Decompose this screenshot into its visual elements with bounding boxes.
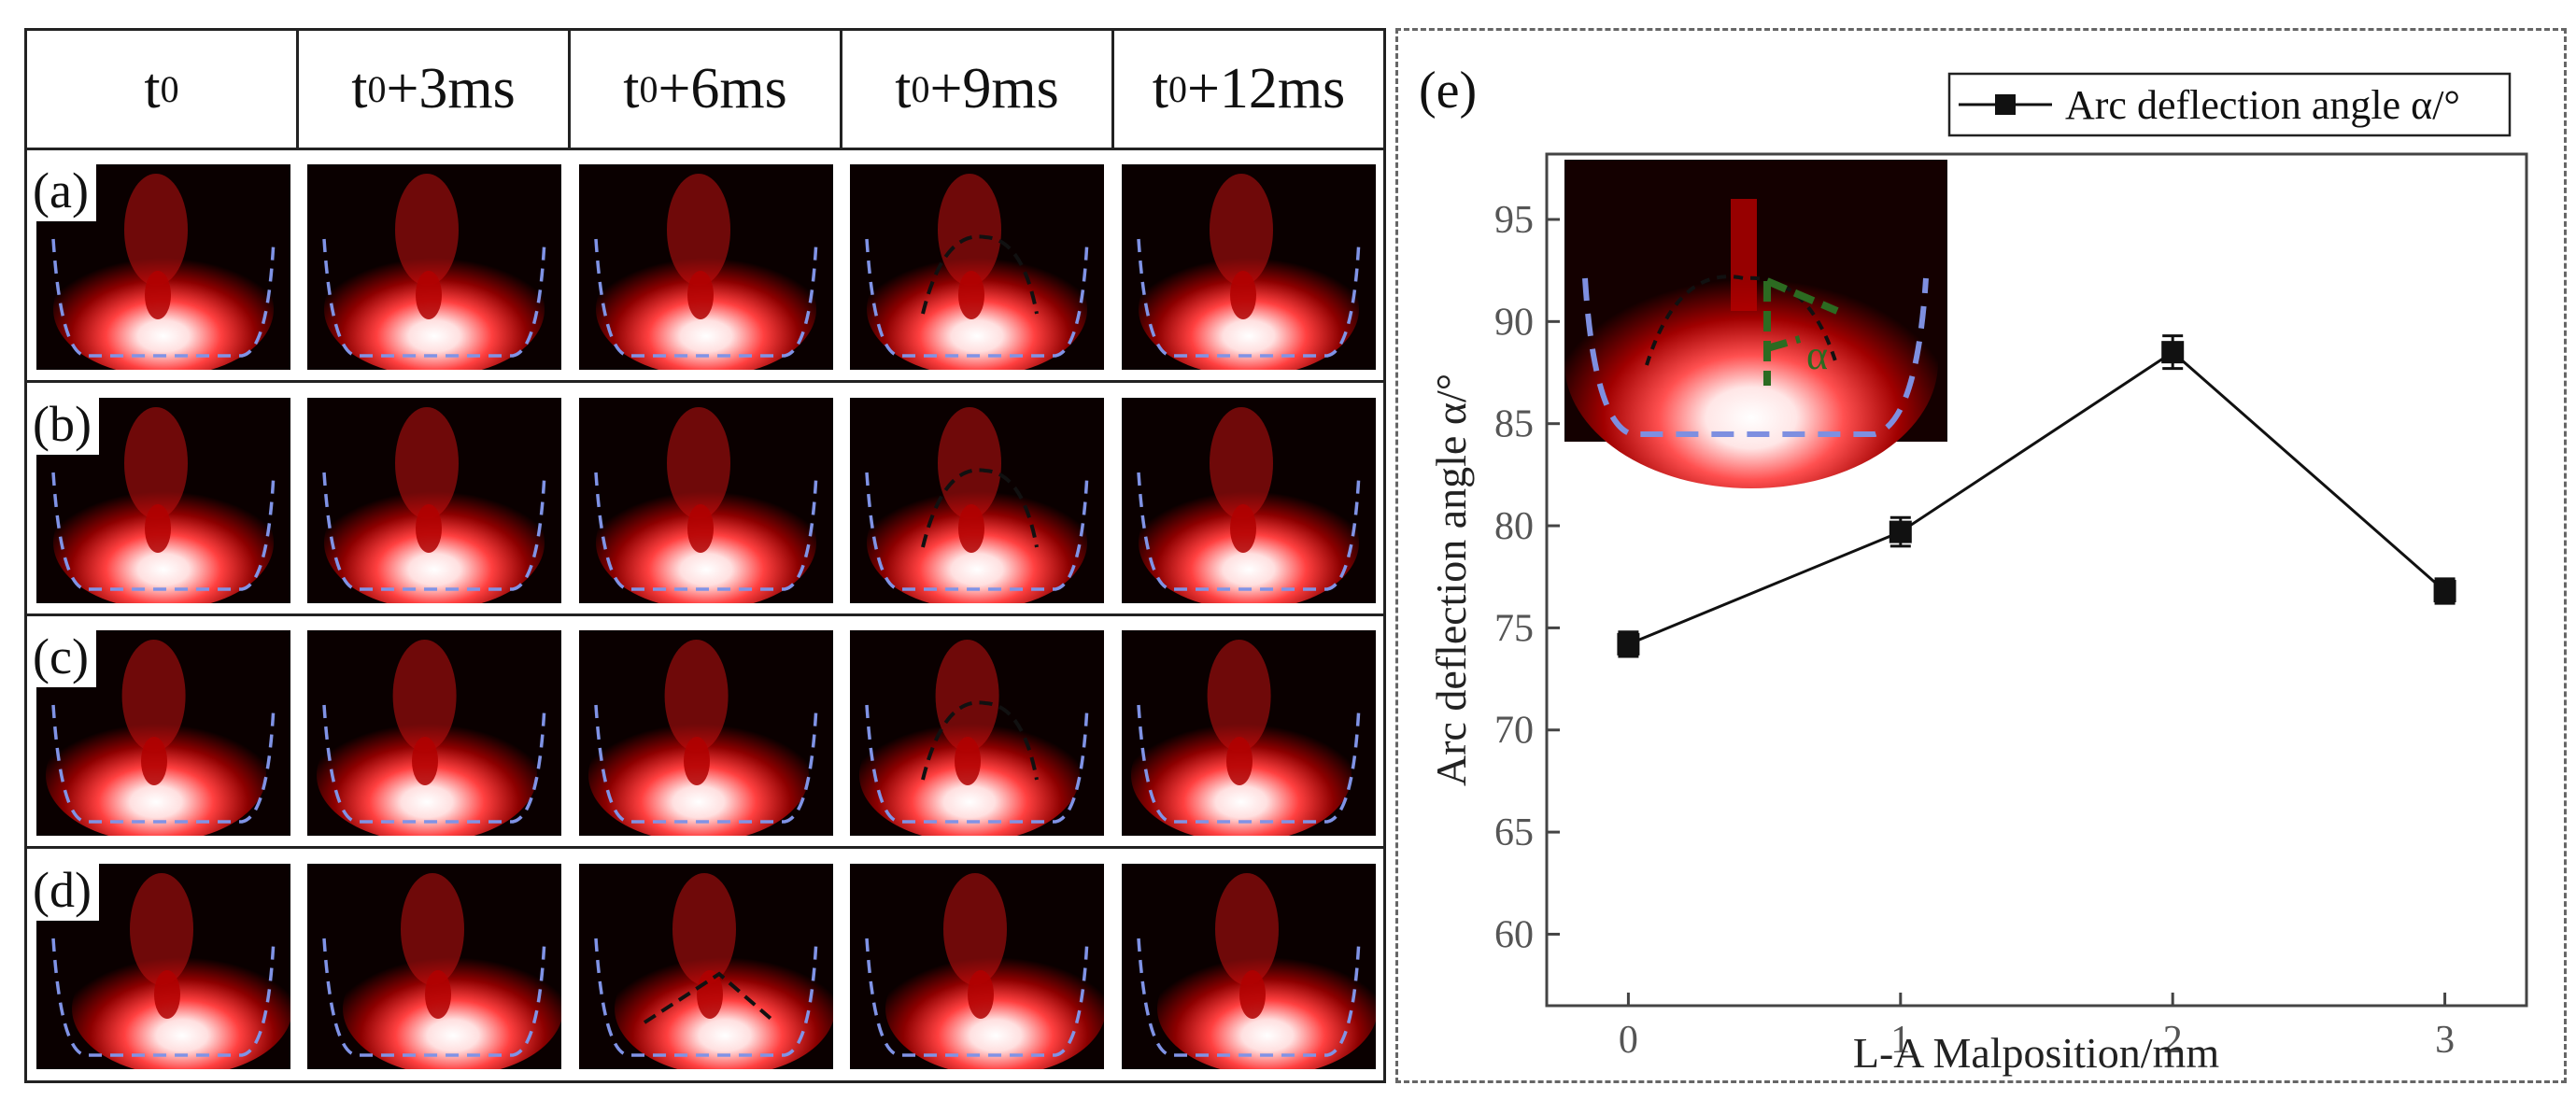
time-offset: +6ms [658, 57, 787, 120]
legend: Arc deflection angle α/° [1947, 72, 2512, 137]
y-tick-label: 70 [1494, 710, 1534, 753]
inset-angle-symbol: α [1806, 332, 1828, 378]
time-header-cell: t 0 +12ms [1114, 31, 1383, 148]
arc-frame-image [307, 397, 562, 603]
inset-arc-outline [1645, 275, 1839, 368]
time-header-cell: t 0 +6ms [571, 31, 842, 148]
y-tick-label: 85 [1494, 403, 1534, 446]
data-point [2433, 580, 2456, 603]
time-subscript: 0 [639, 68, 658, 110]
panel-label: (e) [1419, 62, 1478, 120]
frame-row: (a) [27, 150, 1383, 383]
row-label: (d) [31, 860, 99, 921]
arc-frame-image [1121, 630, 1376, 836]
row-label: (b) [31, 394, 99, 455]
time-base: t [144, 57, 161, 120]
inset-angle-lines [1763, 277, 1839, 386]
arc-frame-image [1121, 863, 1376, 1069]
chart-panel: (e) α 60 65 70 75 80 85 90 95 0 1 2 3 [1395, 28, 2567, 1083]
arc-frame-image [307, 863, 562, 1069]
x-axis-title: L-A Malposition/mm [1853, 1029, 2220, 1077]
time-header-cell: t 0 +3ms [299, 31, 571, 148]
arc-frame-image [1121, 397, 1376, 603]
time-base: t [1152, 57, 1168, 120]
inset-wire [1731, 199, 1757, 311]
arc-frame-image [578, 630, 833, 836]
time-subscript: 0 [367, 68, 387, 110]
plot-area-frame [1545, 152, 2528, 1008]
time-base: t [895, 57, 912, 120]
data-point [1889, 520, 1912, 543]
row-label: (a) [31, 162, 96, 222]
arc-frame-image [578, 397, 833, 603]
inset-groove-line [1582, 277, 1929, 437]
arc-frame-image [578, 863, 833, 1069]
image-grid: t 0 t 0 +3ms t 0 +6ms t 0 +9ms t 0 +12ms (a) (b) (c) (d) [24, 28, 1386, 1083]
data-point [1617, 632, 1640, 656]
y-axis-title: Arc deflection angle α/° [1427, 374, 1475, 786]
time-offset: +9ms [929, 57, 1059, 120]
arc-frame-image [36, 164, 290, 370]
inset-arc-glow [1564, 236, 1938, 488]
y-tick-label: 60 [1494, 913, 1534, 956]
y-tick-label: 65 [1494, 811, 1534, 854]
time-offset: +3ms [386, 57, 516, 120]
arc-frame-image [307, 630, 562, 836]
series-line [1627, 350, 2446, 646]
y-axis: 60 65 70 75 80 85 90 95 [1494, 199, 1560, 956]
line-chart: α 60 65 70 75 80 85 90 95 0 1 2 3 L-A Malposition/… [1427, 72, 2528, 1077]
arc-frame-image [850, 397, 1105, 603]
x-tick-label: 3 [2435, 1019, 2455, 1062]
time-header-cell: t 0 +9ms [842, 31, 1114, 148]
x-tick-label: 0 [1619, 1019, 1638, 1062]
y-tick-label: 95 [1494, 199, 1534, 242]
frame-row: (d) [27, 850, 1383, 1082]
x-axis: 0 1 2 3 [1619, 993, 2455, 1062]
time-offset: +12ms [1186, 57, 1346, 120]
arc-frame-image [850, 164, 1105, 370]
frame-row: (c) [27, 616, 1383, 849]
y-tick-label: 80 [1494, 505, 1534, 548]
frame-row: (b) [27, 384, 1383, 616]
time-subscript: 0 [160, 68, 179, 110]
time-subscript: 0 [911, 68, 930, 110]
arc-frame-image [850, 630, 1105, 836]
y-tick-label: 75 [1494, 607, 1534, 650]
legend-marker [1995, 94, 2016, 115]
arc-frame-image [850, 863, 1105, 1069]
arc-frame-image [578, 164, 833, 370]
x-tick-label: 2 [2163, 1019, 2183, 1062]
inset-image: α [1564, 160, 1947, 488]
legend-label: Arc deflection angle α/° [2065, 82, 2460, 128]
time-header-row: t 0 t 0 +3ms t 0 +6ms t 0 +9ms t 0 +12ms [27, 31, 1383, 150]
arc-frame-image [307, 164, 562, 370]
y-tick-label: 90 [1494, 301, 1534, 344]
arc-frame-image [1121, 164, 1376, 370]
x-tick-label: 1 [1890, 1019, 1910, 1062]
data-point [2161, 341, 2185, 364]
time-base: t [351, 57, 368, 120]
row-label: (c) [31, 628, 96, 688]
time-subscript: 0 [1168, 68, 1187, 110]
series-layer [1617, 334, 2456, 658]
time-base: t [623, 57, 640, 120]
